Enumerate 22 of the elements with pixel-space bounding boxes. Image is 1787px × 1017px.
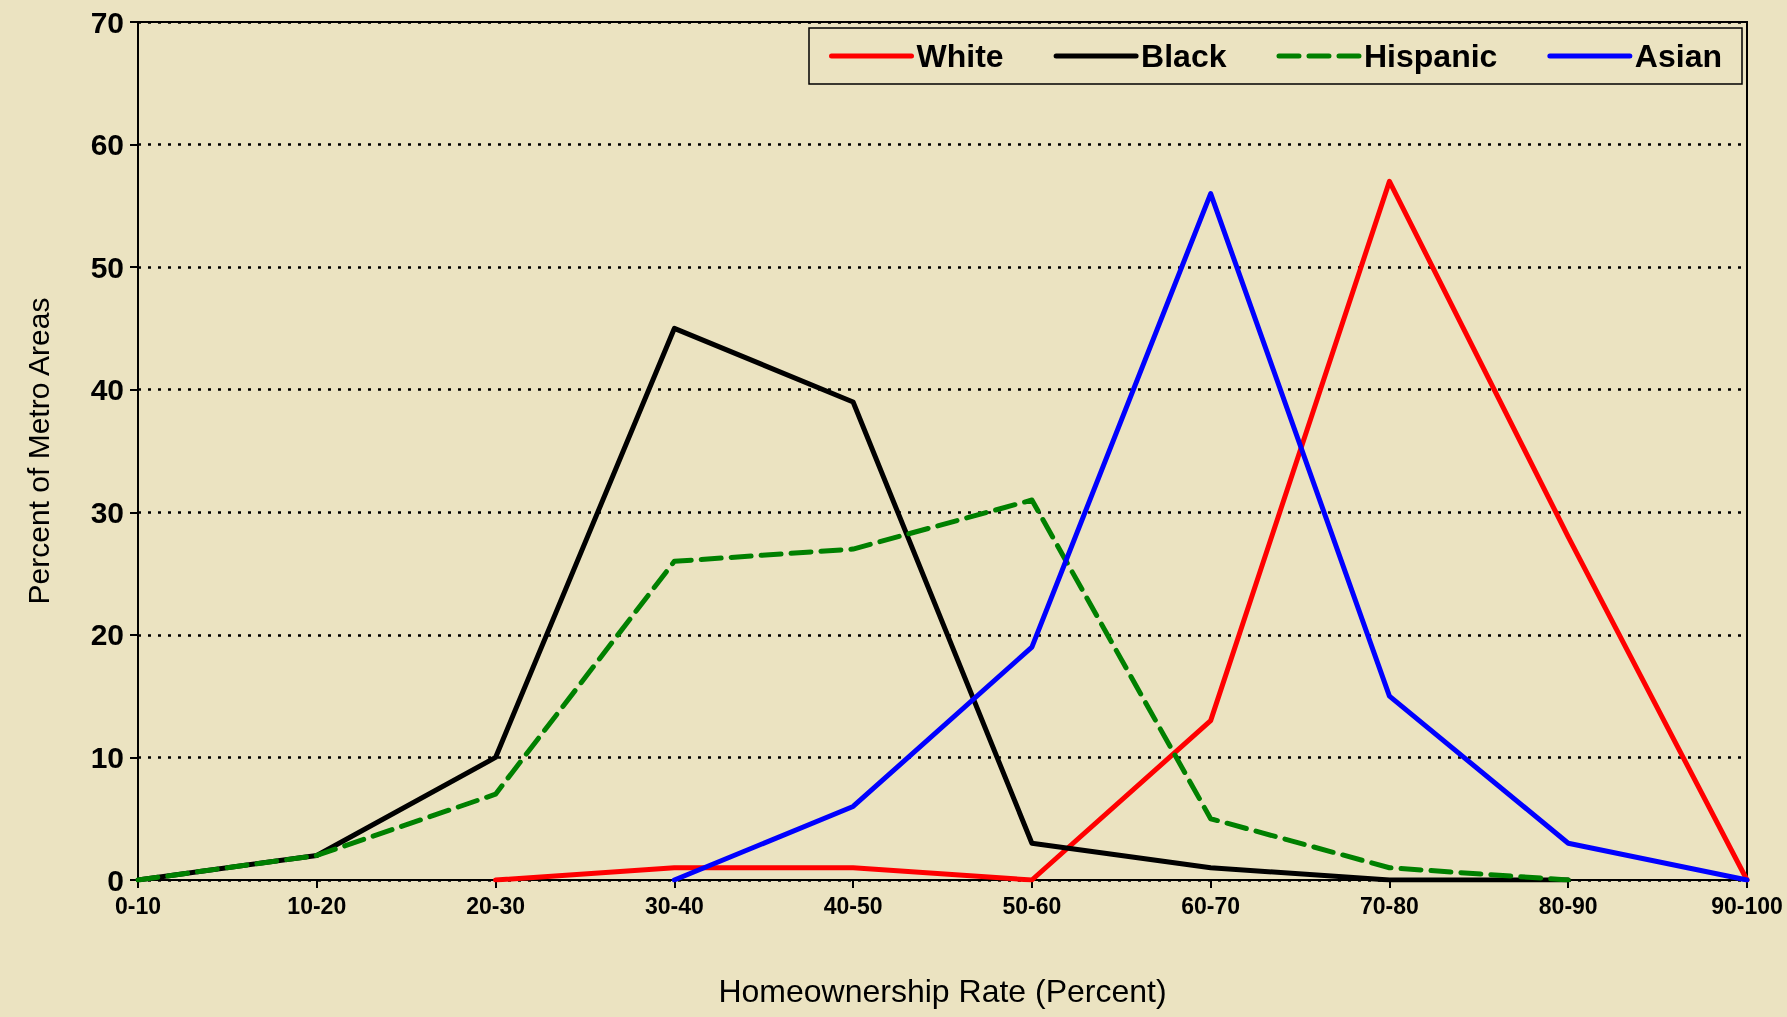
x-tick-label: 60-70 bbox=[1181, 892, 1241, 919]
x-tick-label: 30-40 bbox=[644, 892, 704, 919]
x-tick-label: 70-80 bbox=[1360, 892, 1419, 919]
legend-label: Asian bbox=[1634, 38, 1722, 74]
x-tick-label: 90-100 bbox=[1711, 892, 1783, 919]
x-tick-label: 50-60 bbox=[1002, 892, 1062, 919]
x-tick-label: 80-90 bbox=[1538, 892, 1598, 919]
x-axis-title: Homeownership Rate (Percent) bbox=[718, 973, 1167, 1009]
y-tick-label: 10 bbox=[90, 740, 124, 774]
legend-label: White bbox=[916, 38, 1004, 74]
y-tick-label: 70 bbox=[90, 5, 124, 39]
y-tick-label: 40 bbox=[90, 373, 124, 407]
y-axis-title: Percent of Metro Areas bbox=[21, 297, 55, 605]
y-tick-label: 20 bbox=[90, 618, 124, 652]
legend-label: Black bbox=[1141, 38, 1227, 74]
y-tick-label: 30 bbox=[90, 495, 124, 529]
legend-label: Hispanic bbox=[1363, 38, 1498, 74]
x-tick-label: 40-50 bbox=[823, 892, 883, 919]
x-tick-label: 10-20 bbox=[287, 892, 347, 919]
y-tick-label: 50 bbox=[90, 250, 124, 284]
x-tick-label: 20-30 bbox=[466, 892, 525, 919]
y-tick-label: 60 bbox=[90, 128, 124, 162]
